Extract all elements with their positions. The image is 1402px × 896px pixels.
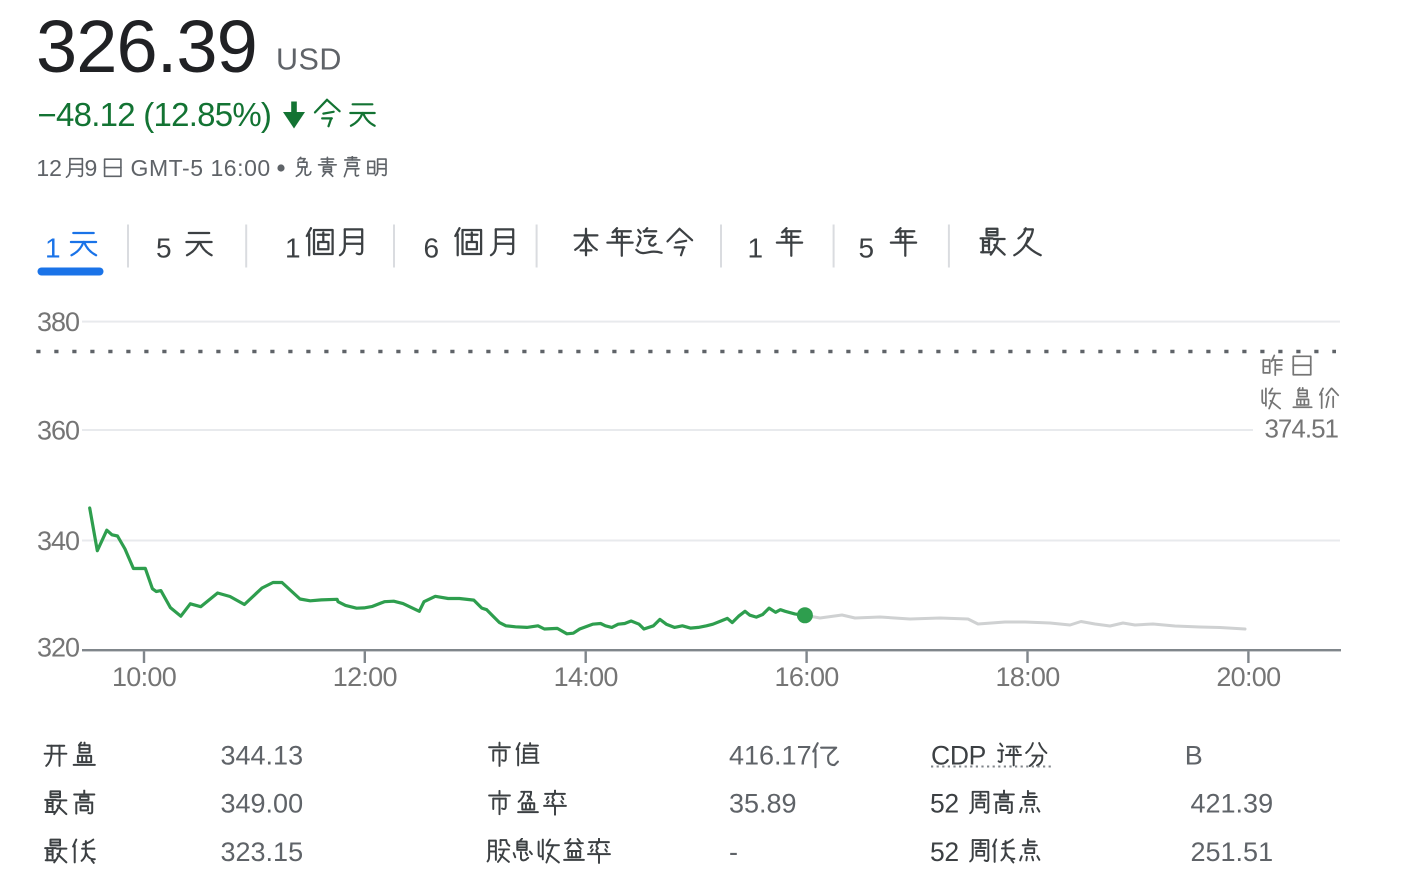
- svg-text:380: 380: [37, 307, 79, 337]
- svg-text:323.15: 323.15: [221, 837, 304, 867]
- svg-text:18:00: 18:00: [995, 662, 1059, 692]
- svg-text:B: B: [1185, 741, 1203, 771]
- svg-text:421.39: 421.39: [1191, 789, 1274, 819]
- svg-text:12:00: 12:00: [333, 662, 397, 692]
- svg-text:344.13: 344.13: [221, 741, 304, 771]
- svg-text:5: 5: [156, 233, 172, 264]
- svg-text:GMT-5 16:00: GMT-5 16:00: [131, 155, 271, 181]
- svg-text:1: 1: [285, 233, 301, 264]
- svg-text:12: 12: [36, 155, 62, 181]
- svg-text:9: 9: [85, 155, 98, 181]
- svg-text:52: 52: [930, 837, 959, 867]
- svg-text:6: 6: [424, 233, 440, 264]
- svg-text:416.17: 416.17: [729, 741, 812, 771]
- svg-text:10:00: 10:00: [112, 662, 176, 692]
- svg-text:USD: USD: [276, 43, 342, 77]
- svg-text:52: 52: [930, 789, 959, 819]
- svg-text:360: 360: [37, 415, 79, 445]
- svg-text:1: 1: [45, 233, 61, 264]
- svg-text:14:00: 14:00: [554, 662, 618, 692]
- svg-text:5: 5: [859, 233, 875, 264]
- svg-text:326.39: 326.39: [36, 5, 257, 88]
- svg-text:374.51: 374.51: [1264, 414, 1338, 444]
- svg-text:251.51: 251.51: [1191, 837, 1274, 867]
- svg-text:340: 340: [37, 526, 79, 556]
- svg-text:320: 320: [37, 633, 79, 663]
- svg-text:20:00: 20:00: [1216, 662, 1280, 692]
- svg-text:35.89: 35.89: [729, 789, 797, 819]
- svg-text:-: -: [729, 837, 738, 867]
- svg-text:−48.12 (12.85%): −48.12 (12.85%): [38, 96, 272, 133]
- svg-text:349.00: 349.00: [221, 789, 304, 819]
- svg-text:16:00: 16:00: [775, 662, 839, 692]
- svg-text:1: 1: [748, 233, 764, 264]
